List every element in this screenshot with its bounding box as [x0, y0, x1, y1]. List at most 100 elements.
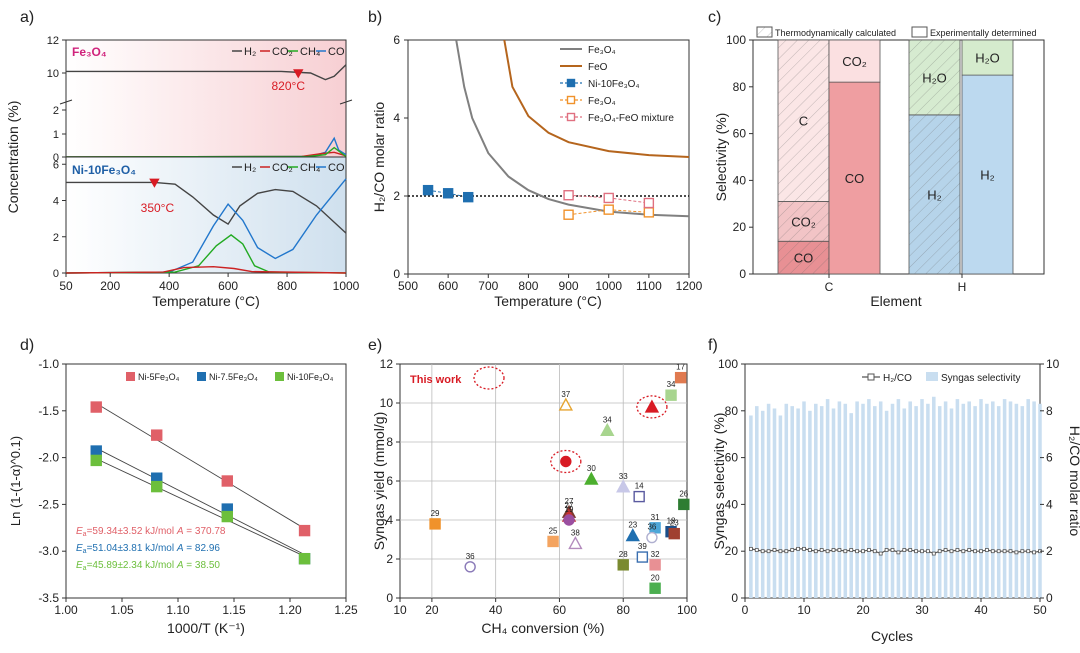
bar-segment-label: H₂ — [927, 187, 941, 202]
legend-label: Experimentally determined — [930, 28, 1037, 38]
point-label: 23 — [628, 521, 637, 530]
ratio-point — [908, 548, 913, 552]
data-point — [636, 551, 649, 563]
y-axis-title: H₂/CO molar ratio — [371, 102, 387, 213]
ratio-point — [872, 549, 877, 554]
bar — [784, 403, 789, 598]
y-tick-label: 0 — [53, 152, 59, 164]
y-tick-label: 0 — [731, 591, 738, 605]
y-tick-label: 0 — [386, 591, 393, 605]
x-tick-label: 20 — [856, 603, 870, 617]
point-label: 39 — [638, 542, 647, 551]
bar-segment — [961, 39, 1014, 76]
data-point — [668, 527, 680, 540]
x-tick-label: 50 — [59, 279, 73, 293]
data-point — [90, 401, 102, 413]
legend-swatch — [867, 373, 875, 381]
y-tick-label: 60 — [733, 127, 747, 141]
data-point — [603, 192, 614, 204]
bar — [796, 408, 800, 598]
x-tick-label: 10 — [797, 603, 811, 617]
panel-label: f) — [708, 337, 718, 354]
bar — [873, 406, 877, 598]
x-tick-label: 10 — [393, 603, 407, 617]
ratio-point — [837, 548, 842, 552]
y2-tick-label: 10 — [1046, 357, 1060, 371]
x-tick-label: 1000 — [333, 279, 360, 293]
bar — [749, 415, 753, 598]
y-tick-label: 0 — [53, 268, 59, 280]
x-tick-label: 700 — [478, 279, 498, 293]
bar — [790, 406, 794, 598]
ratio-point — [990, 549, 995, 554]
point-label: 37 — [561, 390, 570, 399]
x-axis-title: Temperature (°C) — [152, 293, 260, 309]
data-point — [429, 518, 441, 530]
bar — [843, 403, 848, 598]
point-label: 18 — [667, 517, 676, 526]
panel-label: c) — [708, 9, 721, 26]
ratio-point — [979, 549, 983, 554]
y-tick-label: 60 — [725, 451, 739, 465]
point-label: 19 — [565, 505, 574, 514]
axis-break-mark — [59, 99, 73, 105]
x-tick-label: 40 — [489, 603, 503, 617]
y-tick-label: 6 — [393, 33, 400, 47]
ratio-point — [1002, 549, 1007, 554]
ratio-point — [884, 548, 889, 552]
legend-label: Fe₃O₄ — [588, 45, 616, 56]
ratio-point — [867, 548, 871, 552]
x-tick-label: 1.25 — [334, 603, 358, 617]
ratio-point — [878, 551, 883, 556]
point-label: 34 — [667, 380, 676, 389]
x-tick-label: 20 — [425, 603, 439, 617]
bar-segment-label: CO₂ — [842, 54, 867, 69]
ratio-point — [920, 549, 924, 554]
x-tick-label: 50 — [1033, 603, 1047, 617]
ratio-point — [796, 546, 800, 551]
bar — [1038, 403, 1042, 598]
ratio-point — [802, 546, 806, 551]
panel-label: e) — [368, 337, 382, 354]
bar — [1026, 399, 1030, 598]
ratio-point — [896, 550, 901, 555]
point-label: 14 — [635, 482, 644, 491]
y-tick-label: 20 — [725, 544, 739, 558]
data-point — [643, 207, 655, 218]
bar — [884, 410, 889, 598]
data-point — [678, 498, 690, 511]
data-point — [547, 535, 559, 548]
data-point — [563, 514, 575, 526]
x-tick-label: 1200 — [676, 279, 703, 293]
y-tick-label: 0 — [393, 267, 400, 281]
bar-hatch — [778, 40, 829, 202]
bar-segment — [961, 74, 1014, 275]
point-label: 28 — [619, 550, 628, 559]
series-line-CO₂ — [65, 265, 347, 274]
bar — [755, 406, 759, 598]
bar — [902, 408, 907, 598]
legend-marker — [566, 95, 576, 105]
fit-line — [96, 447, 305, 556]
y-tick-label: -3.5 — [38, 591, 59, 605]
bar — [973, 406, 977, 598]
onset-marker — [293, 69, 304, 79]
x-tick-label: 600 — [218, 279, 238, 293]
point-label: 26 — [679, 489, 688, 498]
ratio-point — [931, 551, 936, 556]
bar — [949, 408, 954, 598]
ratio-point — [843, 549, 848, 554]
y-tick-label: 80 — [725, 404, 739, 418]
subplot-background — [66, 157, 346, 273]
data-point — [625, 528, 640, 542]
y-tick-label: 4 — [393, 111, 400, 125]
data-point — [151, 480, 163, 493]
legend-marker — [566, 112, 576, 122]
kinetics-annotation: Ea=45.89±2.34 kJ/mol A = 38.50 — [76, 560, 220, 572]
y2-tick-label: 2 — [1046, 544, 1053, 558]
bar-segment — [828, 39, 881, 83]
y-tick-label: 4 — [53, 196, 59, 208]
point-label: 34 — [603, 415, 612, 424]
data-point — [298, 524, 311, 537]
onset-marker — [149, 178, 160, 188]
